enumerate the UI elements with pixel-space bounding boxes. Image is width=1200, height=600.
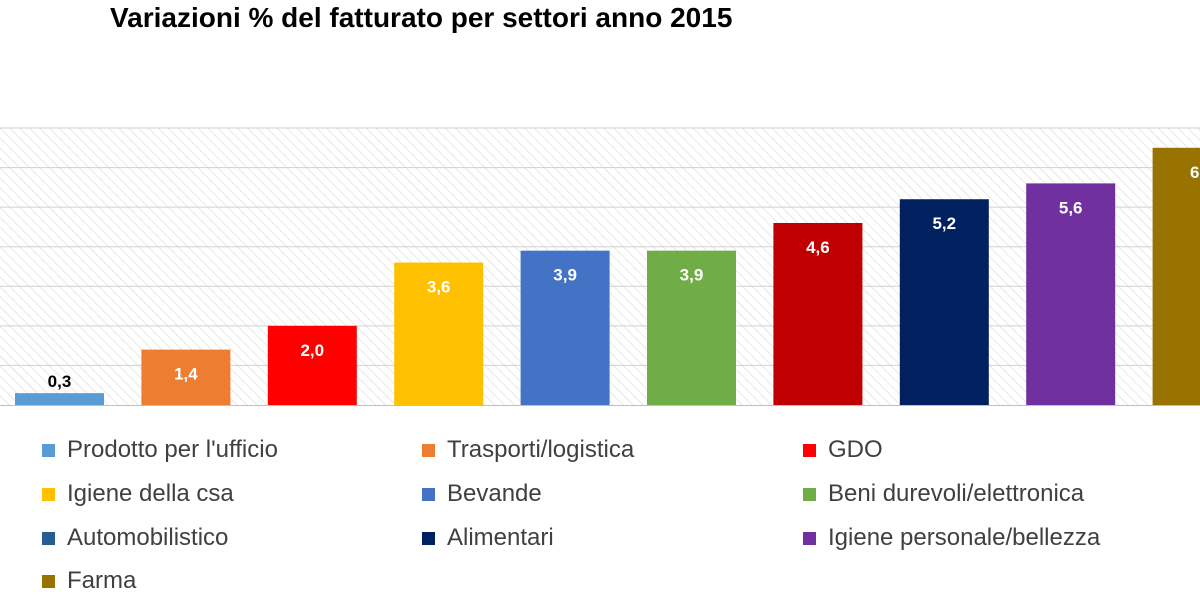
data-labels: 0,3 1,4 2,0 3,6 3,9 3,9 4,6 5,2 5,6 6, bbox=[48, 163, 1200, 391]
legend-item: Bevande bbox=[422, 479, 542, 509]
legend-item: GDO bbox=[803, 435, 883, 465]
data-label: 3,6 bbox=[427, 278, 451, 297]
bar bbox=[15, 393, 104, 405]
data-label: 3,9 bbox=[553, 266, 577, 285]
legend-label: Bevande bbox=[447, 480, 542, 507]
bar bbox=[1026, 183, 1116, 405]
data-label: 5,2 bbox=[932, 214, 956, 233]
legend-item: Prodotto per l'ufficio bbox=[42, 435, 278, 465]
legend-label: Igiene personale/bellezza bbox=[828, 524, 1101, 551]
legend-item: Farma bbox=[42, 566, 136, 596]
legend-swatch bbox=[803, 443, 816, 457]
legend-swatch bbox=[422, 487, 435, 501]
bar bbox=[773, 222, 863, 405]
chart-title: Variazioni % del fatturato per settori a… bbox=[110, 2, 733, 33]
legend-item: Beni durevoli/elettronica bbox=[803, 479, 1084, 509]
bar bbox=[394, 262, 484, 405]
data-label: 2,0 bbox=[300, 341, 324, 360]
legend-swatch bbox=[803, 531, 816, 545]
legend: Prodotto per l'ufficio Trasporti/logistic… bbox=[0, 425, 1200, 600]
legend-item: Automobilistico bbox=[42, 523, 228, 553]
legend-label: Igiene della csa bbox=[67, 480, 234, 507]
bar bbox=[141, 349, 231, 405]
legend-swatch bbox=[42, 443, 55, 457]
legend-label: Beni durevoli/elettronica bbox=[828, 480, 1085, 507]
legend-swatch bbox=[42, 574, 55, 588]
chart-plot-area: 0,3 1,4 2,0 3,6 3,9 3,9 4,6 5,2 5,6 6, bbox=[0, 127, 1200, 406]
bar bbox=[267, 325, 357, 405]
bar bbox=[1152, 147, 1200, 406]
bar bbox=[899, 199, 989, 405]
data-label: 4,6 bbox=[806, 238, 830, 257]
legend-swatch bbox=[422, 531, 435, 545]
bar bbox=[647, 250, 736, 405]
legend-label: Farma bbox=[67, 567, 137, 594]
legend-item: Igiene della csa bbox=[42, 479, 234, 509]
legend-item: Igiene personale/bellezza bbox=[803, 523, 1100, 553]
legend-label: Automobilistico bbox=[67, 524, 229, 551]
legend-swatch bbox=[42, 531, 55, 545]
bars bbox=[15, 147, 1200, 406]
data-label: 5,6 bbox=[1059, 198, 1083, 217]
data-label: 6, bbox=[1190, 163, 1200, 182]
data-label: 0,3 bbox=[48, 372, 72, 391]
legend-label: Prodotto per l'ufficio bbox=[67, 436, 278, 463]
legend-label: Alimentari bbox=[447, 524, 554, 551]
legend-item: Trasporti/logistica bbox=[422, 435, 634, 465]
legend-swatch bbox=[42, 487, 55, 501]
legend-swatch bbox=[422, 443, 435, 457]
legend-swatch bbox=[803, 487, 816, 501]
legend-item: Alimentari bbox=[422, 523, 554, 553]
data-label: 1,4 bbox=[174, 365, 198, 384]
bar bbox=[520, 250, 610, 405]
legend-label: GDO bbox=[828, 436, 883, 463]
data-label: 3,9 bbox=[680, 266, 704, 285]
legend-label: Trasporti/logistica bbox=[447, 436, 635, 463]
